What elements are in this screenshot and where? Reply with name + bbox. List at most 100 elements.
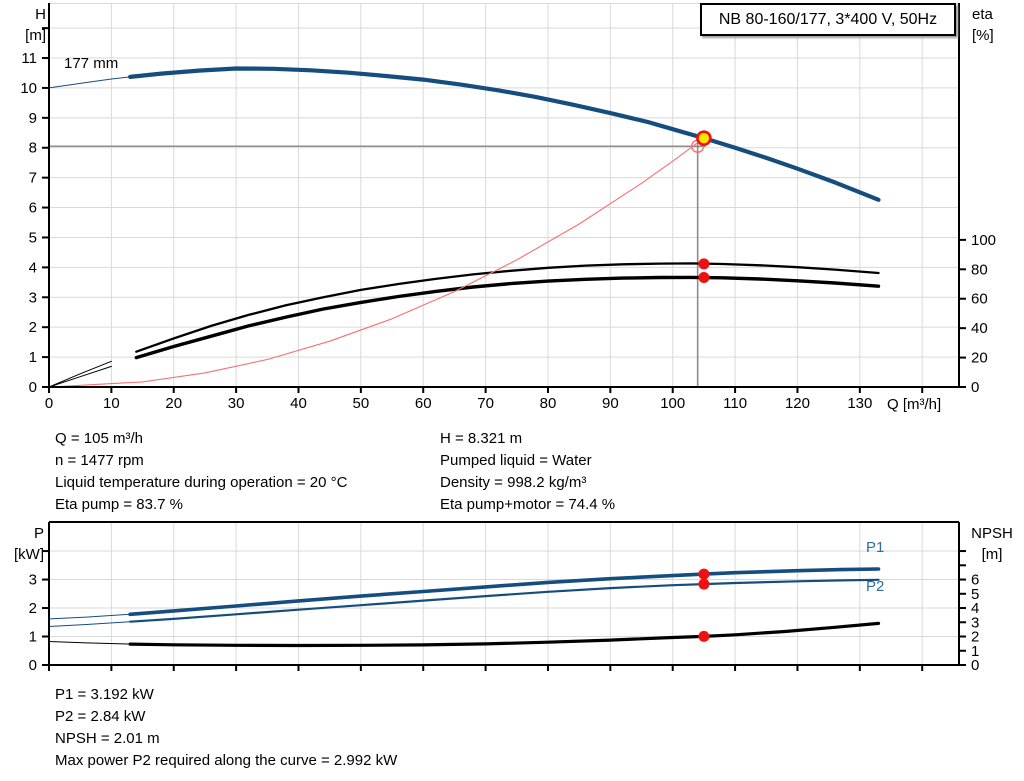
x-tick-label: 100 — [660, 395, 685, 412]
right-tick-label: 5 — [971, 586, 979, 603]
right-tick-label: 100 — [971, 232, 996, 249]
power-axis-unit: [kW] — [14, 546, 44, 563]
right-tick-label: 60 — [971, 291, 988, 308]
npsh-axis-unit: [m] — [981, 546, 1003, 563]
eta-pump-curve[interactable] — [135, 262, 880, 353]
tick-marks — [42, 27, 966, 393]
gridlines — [49, 3, 959, 387]
eta-axis-unit: [%] — [972, 27, 994, 44]
x-tick-label: 0 — [45, 395, 53, 412]
tick-marks — [42, 550, 966, 671]
left-tick-label: 4 — [29, 259, 37, 276]
left-tick-label: 7 — [29, 170, 37, 187]
p1-curve-label: P1 — [866, 539, 885, 556]
p1-curve[interactable] — [128, 567, 881, 617]
left-tick-label: 3 — [29, 289, 37, 306]
x-tick-label: 130 — [847, 395, 872, 412]
speed-value: n = 1477 rpm — [55, 452, 144, 469]
system-curve[interactable] — [48, 137, 705, 388]
pump-title-box: NB 80-160/177, 3*400 V, 50Hz — [700, 3, 956, 36]
eta-pump-curve[interactable] — [48, 360, 112, 388]
pump-curve-177mm[interactable] — [128, 66, 881, 202]
left-tick-label: 2 — [29, 319, 37, 336]
x-tick-label: 70 — [477, 395, 494, 412]
head-flow-chart[interactable]: 0 10 20 30 40 50 60 70 80 90 100 110 120 130 0 1 2 3 4 5 6 7 8… — [20, 3, 996, 412]
npsh-axis-symbol: NPSH — [971, 525, 1013, 542]
eta-pump-motor-value: Eta pump+motor = 74.4 % — [440, 496, 616, 513]
eta-axis-symbol: eta — [972, 6, 993, 23]
head-value: H = 8.321 m — [440, 430, 523, 447]
liquid-temperature-value: Liquid temperature during operation = 20… — [55, 474, 348, 491]
pumped-liquid-value: Pumped liquid = Water — [440, 452, 592, 469]
left-tick-label: 5 — [29, 229, 37, 246]
p2-point[interactable] — [698, 578, 710, 590]
eta-pump-motor-curve[interactable] — [134, 275, 881, 360]
right-tick-label: 1 — [971, 643, 979, 660]
eta-pump-value: Eta pump = 83.7 % — [55, 496, 183, 513]
right-tick-label: 20 — [971, 350, 988, 367]
flow-value: Q = 105 m³/h — [55, 430, 143, 447]
x-tick-label: 20 — [165, 395, 182, 412]
p1-value: P1 = 3.192 kW — [55, 686, 154, 703]
npsh-point[interactable] — [698, 630, 710, 642]
head-chart-svg: 0 10 20 30 40 50 60 70 80 90 100 110 120 130012345678… — [20, 3, 996, 412]
max-power-value: Max power P2 required along the curve = … — [55, 752, 398, 769]
p2-curve[interactable] — [48, 621, 131, 627]
head-axis-symbol: H — [35, 6, 46, 23]
left-tick-label: 8 — [29, 140, 37, 157]
left-tick-label: 2 — [29, 600, 37, 617]
npsh-axis-label: NPSH [m] — [962, 523, 1022, 565]
x-tick-label: 110 — [723, 395, 747, 412]
p1-curve[interactable] — [48, 613, 131, 620]
p2-curve[interactable] — [129, 578, 880, 623]
x-tick-label: 120 — [785, 395, 810, 412]
right-tick-label: 2 — [971, 629, 979, 646]
eta-pump-point[interactable] — [698, 258, 710, 270]
left-tick-label: 1 — [29, 349, 37, 366]
operating-point[interactable] — [696, 130, 712, 146]
power-axis-symbol: P — [33, 525, 44, 542]
right-tick-label: 0 — [971, 657, 979, 674]
npsh-curve[interactable] — [48, 641, 131, 645]
impeller-diameter-label: 177 mm — [64, 55, 119, 72]
right-tick-label: 3 — [971, 614, 979, 631]
result-values: P1 = 3.192 kW P2 = 2.84 kW NPSH = 2.01 m… — [55, 684, 397, 772]
right-tick-label: 80 — [971, 261, 988, 278]
power-axis-label: P [kW] — [0, 523, 44, 565]
head-axis-unit: [m] — [25, 27, 46, 44]
x-tick-label: 60 — [415, 395, 432, 412]
left-tick-label: 9 — [29, 110, 37, 127]
p1-point[interactable] — [698, 568, 710, 580]
left-tick-label: 3 — [29, 572, 37, 589]
x-tick-label: 40 — [290, 395, 307, 412]
left-tick-label: 11 — [21, 50, 37, 67]
gridlines — [49, 522, 959, 665]
operating-data-left: Q = 105 m³/h n = 1477 rpm Liquid tempera… — [55, 428, 347, 516]
left-tick-label: 0 — [29, 379, 37, 396]
right-tick-label: 40 — [971, 320, 988, 337]
right-tick-label: 6 — [971, 572, 979, 589]
left-tick-label: 0 — [29, 657, 37, 674]
head-axis-label: H [m] — [0, 4, 46, 46]
eta-axis-label: eta [%] — [972, 4, 1022, 46]
eta-pump-motor-point[interactable] — [698, 272, 710, 284]
x-tick-label: 80 — [540, 395, 557, 412]
pump-curve-177mm[interactable] — [48, 76, 131, 89]
axes — [48, 3, 960, 388]
x-tick-label: 30 — [228, 395, 245, 412]
tick-labels: 0 10 20 30 40 50 60 70 80 90 100 110 120 130012345678… — [20, 50, 996, 412]
npsh-value: NPSH = 2.01 m — [55, 730, 160, 747]
x-tick-label: 50 — [353, 395, 370, 412]
flow-axis-label: Q [m³/h] — [887, 396, 942, 413]
left-tick-label: 10 — [20, 80, 37, 97]
density-value: Density = 998.2 kg/m³ — [440, 474, 587, 491]
p2-curve-label: P2 — [866, 578, 885, 595]
npsh-curve[interactable] — [128, 621, 881, 648]
eta-pump-motor-curve[interactable] — [48, 365, 112, 388]
operating-data-right: H = 8.321 m Pumped liquid = Water Densit… — [440, 428, 615, 516]
left-tick-label: 6 — [29, 200, 37, 217]
